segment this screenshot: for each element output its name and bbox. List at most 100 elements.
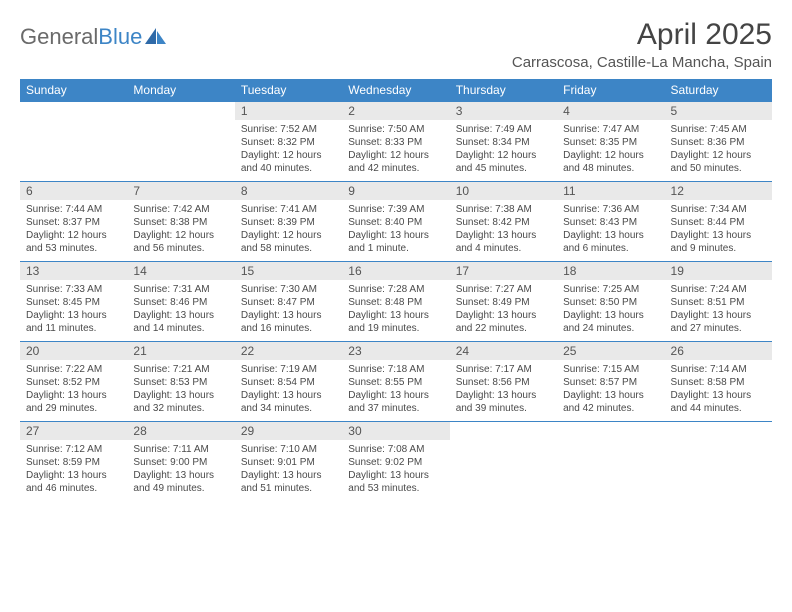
calendar-day-cell: 30Sunrise: 7:08 AMSunset: 9:02 PMDayligh…	[342, 422, 449, 502]
daylight-text: Daylight: 12 hours and 53 minutes.	[26, 229, 121, 255]
day-number: 25	[557, 342, 664, 360]
sunrise-text: Sunrise: 7:52 AM	[241, 123, 336, 136]
sunset-text: Sunset: 8:54 PM	[241, 376, 336, 389]
day-detail: Sunrise: 7:17 AMSunset: 8:56 PMDaylight:…	[450, 360, 557, 421]
daylight-text: Daylight: 13 hours and 24 minutes.	[563, 309, 658, 335]
calendar-day-cell: 25Sunrise: 7:15 AMSunset: 8:57 PMDayligh…	[557, 342, 664, 422]
weekday-header: Wednesday	[342, 79, 449, 102]
sunset-text: Sunset: 8:49 PM	[456, 296, 551, 309]
calendar-table: SundayMondayTuesdayWednesdayThursdayFrid…	[20, 79, 772, 501]
daylight-text: Daylight: 12 hours and 42 minutes.	[348, 149, 443, 175]
calendar-day-cell: 12Sunrise: 7:34 AMSunset: 8:44 PMDayligh…	[665, 182, 772, 262]
sunset-text: Sunset: 8:48 PM	[348, 296, 443, 309]
calendar-week-row: 1Sunrise: 7:52 AMSunset: 8:32 PMDaylight…	[20, 102, 772, 182]
calendar-day-cell: 7Sunrise: 7:42 AMSunset: 8:38 PMDaylight…	[127, 182, 234, 262]
weekday-header: Friday	[557, 79, 664, 102]
sunset-text: Sunset: 8:38 PM	[133, 216, 228, 229]
calendar-day-cell: 19Sunrise: 7:24 AMSunset: 8:51 PMDayligh…	[665, 262, 772, 342]
day-number: 28	[127, 422, 234, 440]
calendar-day-cell	[450, 422, 557, 502]
day-number: 22	[235, 342, 342, 360]
day-detail: Sunrise: 7:45 AMSunset: 8:36 PMDaylight:…	[665, 120, 772, 181]
daylight-text: Daylight: 13 hours and 37 minutes.	[348, 389, 443, 415]
daylight-text: Daylight: 13 hours and 22 minutes.	[456, 309, 551, 335]
day-detail: Sunrise: 7:25 AMSunset: 8:50 PMDaylight:…	[557, 280, 664, 341]
day-detail: Sunrise: 7:41 AMSunset: 8:39 PMDaylight:…	[235, 200, 342, 261]
daylight-text: Daylight: 13 hours and 29 minutes.	[26, 389, 121, 415]
day-detail: Sunrise: 7:19 AMSunset: 8:54 PMDaylight:…	[235, 360, 342, 421]
day-detail: Sunrise: 7:44 AMSunset: 8:37 PMDaylight:…	[20, 200, 127, 261]
location-label: Carrascosa, Castille-La Mancha, Spain	[512, 54, 772, 71]
day-number: 6	[20, 182, 127, 200]
day-detail: Sunrise: 7:52 AMSunset: 8:32 PMDaylight:…	[235, 120, 342, 181]
month-title: April 2025	[512, 18, 772, 52]
sunset-text: Sunset: 8:35 PM	[563, 136, 658, 149]
sunset-text: Sunset: 8:55 PM	[348, 376, 443, 389]
daylight-text: Daylight: 13 hours and 44 minutes.	[671, 389, 766, 415]
weekday-header: Monday	[127, 79, 234, 102]
sunset-text: Sunset: 8:58 PM	[671, 376, 766, 389]
calendar-day-cell: 26Sunrise: 7:14 AMSunset: 8:58 PMDayligh…	[665, 342, 772, 422]
day-number: 10	[450, 182, 557, 200]
day-number: 18	[557, 262, 664, 280]
title-block: April 2025 Carrascosa, Castille-La Manch…	[512, 18, 772, 71]
sunset-text: Sunset: 8:59 PM	[26, 456, 121, 469]
daylight-text: Daylight: 13 hours and 51 minutes.	[241, 469, 336, 495]
day-detail: Sunrise: 7:34 AMSunset: 8:44 PMDaylight:…	[665, 200, 772, 261]
day-number: 21	[127, 342, 234, 360]
sunrise-text: Sunrise: 7:19 AM	[241, 363, 336, 376]
day-detail: Sunrise: 7:12 AMSunset: 8:59 PMDaylight:…	[20, 440, 127, 501]
day-detail: Sunrise: 7:15 AMSunset: 8:57 PMDaylight:…	[557, 360, 664, 421]
daylight-text: Daylight: 13 hours and 27 minutes.	[671, 309, 766, 335]
sunrise-text: Sunrise: 7:30 AM	[241, 283, 336, 296]
weekday-header: Thursday	[450, 79, 557, 102]
calendar-day-cell: 27Sunrise: 7:12 AMSunset: 8:59 PMDayligh…	[20, 422, 127, 502]
header: GeneralBlue April 2025 Carrascosa, Casti…	[20, 18, 772, 71]
calendar-day-cell: 13Sunrise: 7:33 AMSunset: 8:45 PMDayligh…	[20, 262, 127, 342]
daylight-text: Daylight: 13 hours and 42 minutes.	[563, 389, 658, 415]
calendar-day-cell: 16Sunrise: 7:28 AMSunset: 8:48 PMDayligh…	[342, 262, 449, 342]
day-detail: Sunrise: 7:49 AMSunset: 8:34 PMDaylight:…	[450, 120, 557, 181]
daylight-text: Daylight: 12 hours and 45 minutes.	[456, 149, 551, 175]
calendar-day-cell	[20, 102, 127, 182]
daylight-text: Daylight: 13 hours and 46 minutes.	[26, 469, 121, 495]
daylight-text: Daylight: 13 hours and 49 minutes.	[133, 469, 228, 495]
day-number: 9	[342, 182, 449, 200]
sunrise-text: Sunrise: 7:33 AM	[26, 283, 121, 296]
sunset-text: Sunset: 8:37 PM	[26, 216, 121, 229]
day-number: 17	[450, 262, 557, 280]
calendar-day-cell: 11Sunrise: 7:36 AMSunset: 8:43 PMDayligh…	[557, 182, 664, 262]
sunrise-text: Sunrise: 7:10 AM	[241, 443, 336, 456]
daylight-text: Daylight: 12 hours and 40 minutes.	[241, 149, 336, 175]
sunrise-text: Sunrise: 7:36 AM	[563, 203, 658, 216]
day-number: 11	[557, 182, 664, 200]
day-detail: Sunrise: 7:11 AMSunset: 9:00 PMDaylight:…	[127, 440, 234, 501]
weekday-header: Tuesday	[235, 79, 342, 102]
sunrise-text: Sunrise: 7:42 AM	[133, 203, 228, 216]
day-detail: Sunrise: 7:50 AMSunset: 8:33 PMDaylight:…	[342, 120, 449, 181]
sunset-text: Sunset: 8:51 PM	[671, 296, 766, 309]
day-detail: Sunrise: 7:08 AMSunset: 9:02 PMDaylight:…	[342, 440, 449, 501]
sunrise-text: Sunrise: 7:11 AM	[133, 443, 228, 456]
sunrise-text: Sunrise: 7:08 AM	[348, 443, 443, 456]
calendar-day-cell: 1Sunrise: 7:52 AMSunset: 8:32 PMDaylight…	[235, 102, 342, 182]
calendar-day-cell: 4Sunrise: 7:47 AMSunset: 8:35 PMDaylight…	[557, 102, 664, 182]
daylight-text: Daylight: 13 hours and 11 minutes.	[26, 309, 121, 335]
daylight-text: Daylight: 13 hours and 53 minutes.	[348, 469, 443, 495]
sunrise-text: Sunrise: 7:41 AM	[241, 203, 336, 216]
brand-logo: GeneralBlue	[20, 24, 167, 50]
day-number: 27	[20, 422, 127, 440]
daylight-text: Daylight: 13 hours and 16 minutes.	[241, 309, 336, 335]
sunrise-text: Sunrise: 7:25 AM	[563, 283, 658, 296]
daylight-text: Daylight: 13 hours and 9 minutes.	[671, 229, 766, 255]
sunset-text: Sunset: 8:43 PM	[563, 216, 658, 229]
calendar-day-cell: 9Sunrise: 7:39 AMSunset: 8:40 PMDaylight…	[342, 182, 449, 262]
sunrise-text: Sunrise: 7:21 AM	[133, 363, 228, 376]
daylight-text: Daylight: 13 hours and 19 minutes.	[348, 309, 443, 335]
daylight-text: Daylight: 13 hours and 39 minutes.	[456, 389, 551, 415]
calendar-day-cell: 2Sunrise: 7:50 AMSunset: 8:33 PMDaylight…	[342, 102, 449, 182]
sunset-text: Sunset: 8:57 PM	[563, 376, 658, 389]
sunset-text: Sunset: 9:00 PM	[133, 456, 228, 469]
daylight-text: Daylight: 13 hours and 34 minutes.	[241, 389, 336, 415]
day-number: 12	[665, 182, 772, 200]
